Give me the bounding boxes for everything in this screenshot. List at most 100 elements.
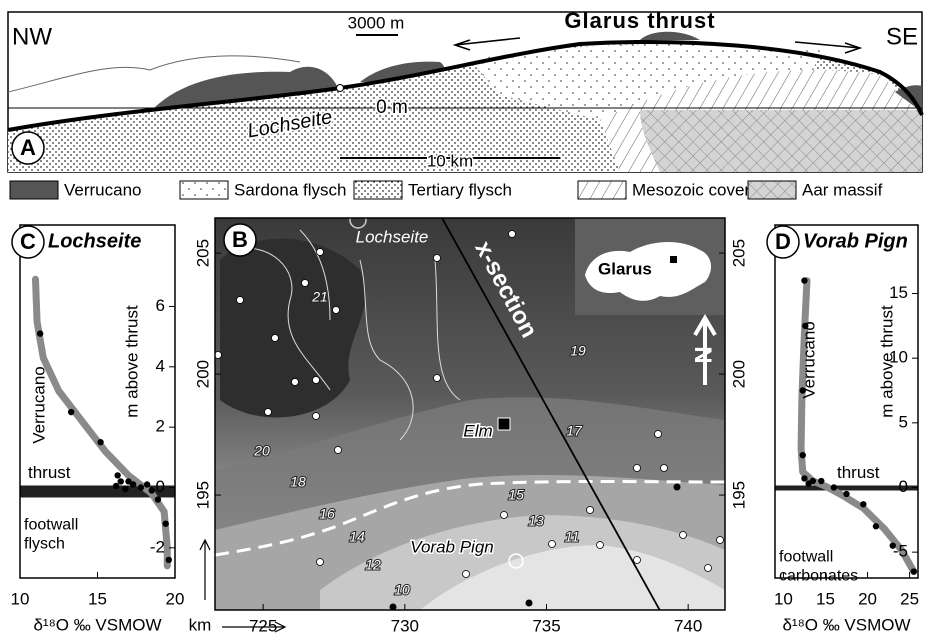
y-tick-label: 205 bbox=[729, 239, 748, 267]
contour-label: 10 bbox=[394, 582, 410, 598]
legend-swatch bbox=[577, 180, 627, 200]
axis-arrow bbox=[199, 538, 287, 633]
y-tick-label: 4 bbox=[156, 356, 165, 375]
thrust-trace bbox=[215, 480, 725, 557]
y-tick-label: 195 bbox=[193, 481, 212, 509]
verrucano bbox=[150, 66, 338, 112]
profile-panel: 10 15 20 -2 0 2 4 6 m above thrust δ¹⁸O ‰ VSMOW Ve… bbox=[11, 224, 185, 634]
x-tick-label: 10 bbox=[774, 589, 793, 608]
data-point bbox=[112, 482, 120, 490]
data-point bbox=[830, 484, 838, 491]
contour-label: 16 bbox=[319, 506, 335, 522]
data-point bbox=[802, 322, 809, 330]
panel-marker bbox=[766, 225, 800, 259]
y-tick-label: 15 bbox=[889, 283, 908, 302]
x-axis-label: δ¹⁸O ‰ VSMOW bbox=[33, 615, 161, 634]
contour-label: 17 bbox=[566, 423, 583, 439]
legend-swatch bbox=[179, 180, 229, 200]
profile-panels: 10 15 20 -2 0 2 4 6 m above thrust δ¹⁸O ‰ VSMOW Ve… bbox=[11, 224, 919, 634]
nw-label: NW bbox=[12, 23, 52, 50]
legend-label: Verrucano bbox=[64, 180, 142, 199]
slip-arrow bbox=[794, 41, 863, 54]
section-line bbox=[440, 218, 661, 610]
verrucano bbox=[640, 31, 700, 40]
datum-label: 0 m bbox=[376, 97, 408, 118]
x-axis-label: δ¹⁸O ‰ VSMOW bbox=[782, 615, 910, 634]
data-point bbox=[36, 330, 44, 337]
panel-letter: B bbox=[232, 227, 248, 252]
legend-swatch bbox=[9, 180, 59, 200]
y-tick-label: 200 bbox=[729, 360, 748, 388]
data-point bbox=[129, 481, 137, 488]
annotation: footwall flysch bbox=[24, 517, 78, 553]
data-point bbox=[818, 477, 825, 485]
panel-title: Lochseite bbox=[48, 230, 141, 252]
lochseite-site bbox=[336, 84, 344, 92]
slip-arrow bbox=[452, 37, 521, 51]
data-point bbox=[910, 568, 917, 575]
data-point bbox=[117, 478, 124, 485]
data-point bbox=[122, 485, 129, 493]
place-label: Lochseite bbox=[356, 227, 429, 246]
map-frame bbox=[214, 217, 726, 611]
y-tick-label: 0 bbox=[156, 477, 165, 496]
annotation: Verrucano bbox=[799, 321, 818, 399]
x-tick-label: 10 bbox=[11, 589, 30, 608]
thrust-band bbox=[20, 485, 175, 498]
elm-marker bbox=[497, 417, 511, 431]
contour-band bbox=[220, 238, 366, 418]
sample-points bbox=[215, 230, 724, 578]
contour-label: 15 bbox=[508, 487, 524, 503]
panel-marker bbox=[223, 223, 257, 257]
verrucano bbox=[360, 61, 445, 82]
annotation: footwall carbonates bbox=[779, 549, 858, 585]
data-point bbox=[799, 387, 806, 394]
x-tick-label: 725 bbox=[249, 616, 277, 635]
plot-frame bbox=[774, 224, 919, 579]
panel-letter: C bbox=[20, 229, 36, 254]
thrust-line bbox=[7, 40, 924, 132]
data-point bbox=[143, 481, 151, 488]
annotation: thrust bbox=[28, 463, 71, 482]
annotation: thrust bbox=[837, 463, 880, 482]
data-point bbox=[148, 487, 155, 494]
x-tick-label: 740 bbox=[674, 616, 702, 635]
contour-label: 12 bbox=[365, 557, 381, 573]
section-title: Glarus thrust bbox=[564, 8, 715, 33]
panel-title: Vorab Pign bbox=[803, 230, 908, 252]
data-point bbox=[872, 523, 880, 530]
data-point bbox=[843, 490, 850, 498]
horizontal-scale: 10 km bbox=[427, 151, 473, 170]
x-tick-label: 20 bbox=[858, 589, 877, 608]
x-tick-label: 730 bbox=[391, 616, 419, 635]
contour-label: 13 bbox=[528, 513, 544, 529]
legend-label: Sardona flysch bbox=[234, 180, 346, 199]
y-tick-label: 10 bbox=[889, 348, 908, 367]
switzerland-outline bbox=[585, 241, 712, 301]
x-tick-label: 15 bbox=[88, 589, 107, 608]
legend: Verrucano Sardona flysch Tertiary flysch… bbox=[9, 180, 883, 200]
unit-label: km bbox=[189, 615, 212, 634]
data-point bbox=[162, 520, 169, 527]
data-point bbox=[165, 556, 172, 564]
place-label: Elm bbox=[463, 421, 492, 440]
x-tick-label: 25 bbox=[900, 589, 919, 608]
annotation: Verrucano bbox=[29, 366, 48, 444]
profile-panel: 10 15 20 25 -5 0 5 10 15 m above thrust δ¹⁸O ‰ VSM… bbox=[766, 224, 919, 634]
y-axis-label: m above thrust bbox=[877, 305, 896, 418]
x-tick-label: 20 bbox=[166, 589, 185, 608]
inset-marker bbox=[670, 256, 677, 263]
y-tick-label: 200 bbox=[193, 360, 212, 388]
data-point bbox=[801, 475, 808, 482]
topography bbox=[7, 55, 301, 93]
contour-label: 11 bbox=[565, 529, 580, 545]
thrust-band bbox=[775, 485, 918, 491]
y-tick-label: -2 bbox=[150, 537, 165, 556]
data-point bbox=[97, 439, 104, 446]
contour-band bbox=[420, 545, 725, 610]
data-point bbox=[799, 451, 806, 459]
inset-label: Glarus bbox=[598, 259, 652, 278]
y-tick-label: 2 bbox=[156, 417, 165, 436]
x-tick-label: 735 bbox=[532, 616, 560, 635]
panel-marker bbox=[11, 225, 45, 259]
